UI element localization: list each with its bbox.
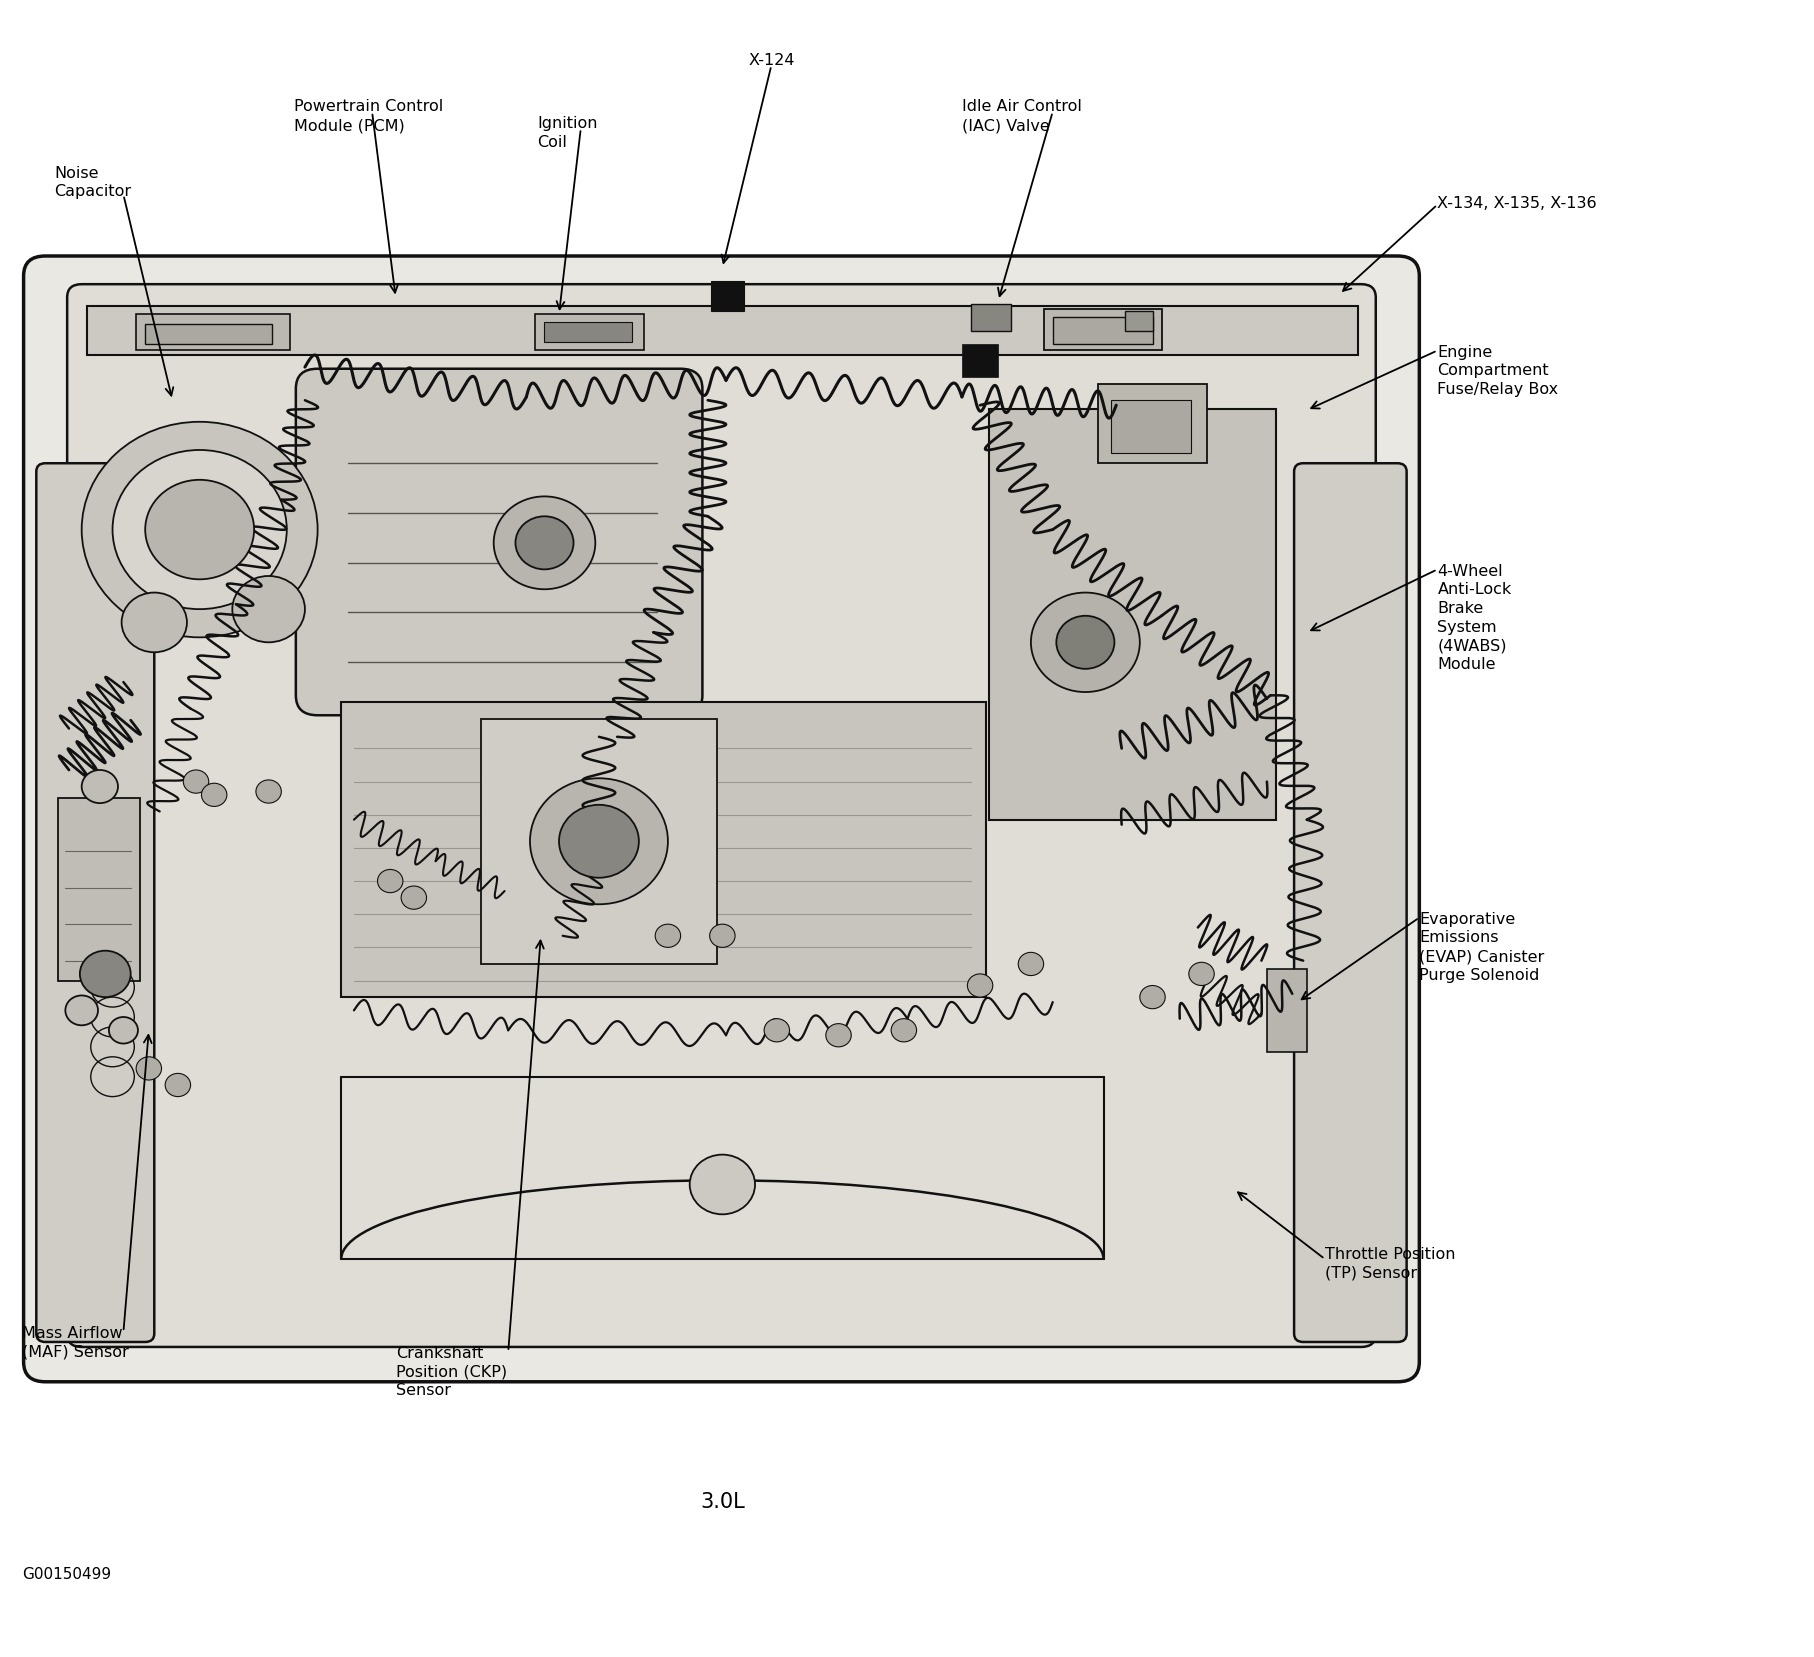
Text: Idle Air Control
(IAC) Valve: Idle Air Control (IAC) Valve xyxy=(961,99,1081,133)
Circle shape xyxy=(515,517,573,570)
Bar xyxy=(711,282,744,312)
Text: Throttle Position
(TP) Sensor: Throttle Position (TP) Sensor xyxy=(1324,1246,1455,1279)
Text: Engine
Compartment
Fuse/Relay Box: Engine Compartment Fuse/Relay Box xyxy=(1437,345,1558,396)
Bar xyxy=(535,315,644,351)
Bar xyxy=(1052,318,1152,345)
Circle shape xyxy=(655,925,680,948)
Circle shape xyxy=(1188,963,1214,986)
Circle shape xyxy=(377,870,403,893)
Circle shape xyxy=(201,784,227,807)
FancyBboxPatch shape xyxy=(296,370,702,716)
Bar xyxy=(544,323,631,343)
Bar xyxy=(87,307,1357,356)
Circle shape xyxy=(145,481,254,580)
Bar xyxy=(1266,969,1306,1052)
Circle shape xyxy=(1018,953,1043,976)
Circle shape xyxy=(530,779,668,905)
Text: G00150499: G00150499 xyxy=(22,1566,111,1581)
FancyBboxPatch shape xyxy=(1293,464,1406,1342)
Circle shape xyxy=(559,805,639,878)
Circle shape xyxy=(256,780,281,804)
Bar xyxy=(1043,310,1161,351)
FancyBboxPatch shape xyxy=(36,464,154,1342)
Circle shape xyxy=(764,1019,789,1042)
Text: X-134, X-135, X-136: X-134, X-135, X-136 xyxy=(1437,196,1596,210)
Circle shape xyxy=(493,497,595,590)
Bar xyxy=(989,409,1275,820)
FancyBboxPatch shape xyxy=(24,257,1419,1382)
Text: Noise
Capacitor: Noise Capacitor xyxy=(54,166,131,199)
Bar xyxy=(136,315,290,351)
Bar xyxy=(961,345,998,378)
Circle shape xyxy=(112,451,287,610)
Bar xyxy=(145,325,272,345)
Text: 3.0L: 3.0L xyxy=(700,1491,744,1511)
FancyBboxPatch shape xyxy=(67,285,1375,1347)
Circle shape xyxy=(232,577,305,643)
Text: Powertrain Control
Module (PCM): Powertrain Control Module (PCM) xyxy=(294,99,443,133)
Circle shape xyxy=(82,423,317,638)
Circle shape xyxy=(109,1017,138,1044)
Circle shape xyxy=(1139,986,1165,1009)
Circle shape xyxy=(165,1074,190,1097)
Bar xyxy=(1097,384,1206,464)
Text: X-124: X-124 xyxy=(747,53,795,68)
Circle shape xyxy=(80,951,131,998)
Circle shape xyxy=(825,1024,851,1047)
Text: Crankshaft
Position (CKP)
Sensor: Crankshaft Position (CKP) Sensor xyxy=(395,1345,506,1397)
Bar xyxy=(970,305,1010,331)
Bar xyxy=(481,719,717,964)
Circle shape xyxy=(65,996,98,1026)
Circle shape xyxy=(122,593,187,653)
Bar xyxy=(58,799,140,981)
Bar xyxy=(341,703,985,998)
Circle shape xyxy=(1030,593,1139,693)
Bar xyxy=(1110,401,1190,454)
Circle shape xyxy=(401,886,426,910)
Circle shape xyxy=(689,1155,755,1215)
Circle shape xyxy=(967,974,992,998)
Text: Mass Airflow
(MAF) Sensor: Mass Airflow (MAF) Sensor xyxy=(22,1326,129,1359)
Text: Ignition
Coil: Ignition Coil xyxy=(537,116,597,149)
Circle shape xyxy=(1056,616,1114,669)
Circle shape xyxy=(183,771,209,794)
Circle shape xyxy=(709,925,735,948)
Circle shape xyxy=(82,771,118,804)
Circle shape xyxy=(891,1019,916,1042)
Text: 4-Wheel
Anti-Lock
Brake
System
(4WABS)
Module: 4-Wheel Anti-Lock Brake System (4WABS) M… xyxy=(1437,563,1511,671)
Circle shape xyxy=(136,1057,161,1080)
Text: Evaporative
Emissions
(EVAP) Canister
Purge Solenoid: Evaporative Emissions (EVAP) Canister Pu… xyxy=(1419,911,1544,983)
Bar xyxy=(1125,312,1152,331)
